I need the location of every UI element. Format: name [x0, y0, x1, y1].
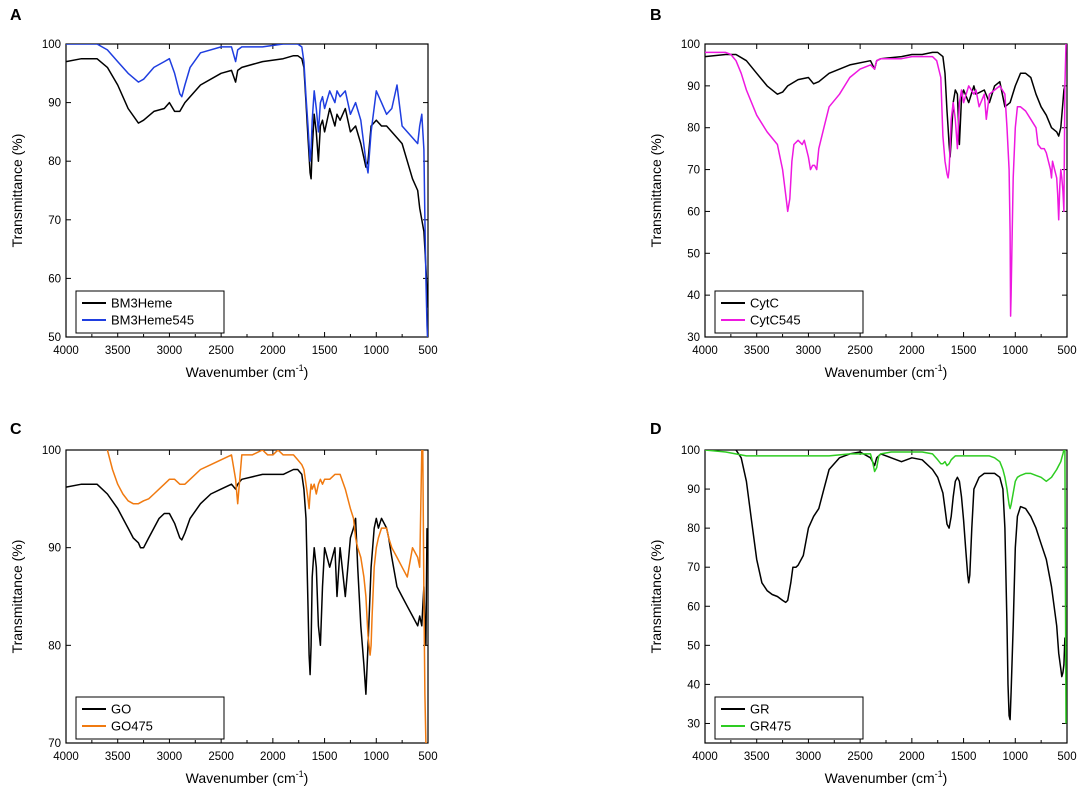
- y-tick-label: 80: [687, 523, 700, 535]
- y-tick-label: 50: [687, 248, 700, 260]
- x-tick-label: 2500: [208, 345, 234, 357]
- legend-label: CytC: [750, 296, 779, 311]
- x-tick-label: 3000: [157, 345, 183, 357]
- y-tick-label: 80: [48, 640, 61, 652]
- x-tick-label: 3500: [744, 345, 770, 357]
- x-tick-label: 2000: [260, 751, 286, 763]
- legend-label: GO475: [111, 719, 153, 734]
- legend-label: GR475: [750, 719, 791, 734]
- y-tick-label: 100: [42, 39, 61, 51]
- legend-box: [714, 696, 864, 740]
- x-tick-label: 500: [418, 751, 437, 763]
- y-axis-label: Transmittance (%): [648, 134, 664, 248]
- x-tick-label: 2000: [260, 345, 286, 357]
- series-line-GO475: [106, 450, 427, 743]
- legend: CytC CytC545: [714, 290, 864, 334]
- y-axis-label: Transmittance (%): [648, 540, 664, 654]
- y-axis-label: Transmittance (%): [9, 134, 25, 248]
- x-axis-label: Wavenumber (cm-1): [186, 769, 309, 786]
- legend-box: [75, 696, 225, 740]
- y-tick-label: 50: [48, 332, 61, 344]
- x-tick-label: 500: [418, 345, 437, 357]
- x-tick-label: 2500: [847, 751, 873, 763]
- y-tick-label: 40: [687, 679, 700, 691]
- panel-label: C: [10, 421, 22, 438]
- y-tick-label: 30: [687, 718, 700, 730]
- y-tick-label: 70: [48, 738, 61, 750]
- legend-label: BM3Heme: [111, 296, 172, 311]
- x-tick-label: 3500: [105, 345, 131, 357]
- panel-label: B: [650, 7, 662, 24]
- y-tick-label: 60: [687, 206, 700, 218]
- legend: GR GR475: [714, 696, 864, 740]
- y-tick-label: 80: [48, 156, 61, 168]
- y-tick-label: 70: [687, 165, 700, 177]
- x-tick-label: 1000: [1002, 345, 1028, 357]
- series-line-BM3Heme545: [66, 44, 428, 337]
- x-axis-label: Wavenumber (cm-1): [825, 769, 948, 786]
- x-tick-label: 4000: [53, 345, 79, 357]
- panel-label: A: [10, 7, 22, 24]
- y-tick-label: 40: [687, 290, 700, 302]
- x-tick-label: 4000: [53, 751, 79, 763]
- x-tick-label: 3000: [796, 345, 822, 357]
- y-tick-label: 90: [48, 543, 61, 555]
- series-line-CytC545: [705, 44, 1067, 317]
- y-tick-label: 60: [48, 273, 61, 285]
- legend-box: [75, 290, 225, 334]
- y-axis-label: Transmittance (%): [9, 540, 25, 654]
- x-tick-label: 2500: [208, 751, 234, 763]
- panel-label: D: [650, 421, 662, 438]
- x-tick-label: 1500: [312, 751, 338, 763]
- y-tick-label: 90: [48, 98, 61, 110]
- x-tick-label: 3000: [157, 751, 183, 763]
- x-tick-label: 3000: [796, 751, 822, 763]
- y-tick-label: 50: [687, 640, 700, 652]
- x-tick-label: 1500: [951, 345, 977, 357]
- y-tick-label: 100: [681, 445, 700, 457]
- legend-label: CytC545: [750, 313, 801, 328]
- legend-box: [714, 290, 864, 334]
- x-tick-label: 500: [1057, 751, 1076, 763]
- y-tick-label: 80: [687, 123, 700, 135]
- series-line-GR475: [705, 450, 1067, 724]
- chart-panel-D: D 4000 3500 3000 2500 2000 1500 1000 500 30 40 50 60…: [648, 421, 1077, 786]
- x-tick-label: 2000: [899, 345, 925, 357]
- chart-panel-C: C 4000 3500 3000 2500 2000 1500 1000 500 70 80 90 10…: [9, 421, 438, 786]
- x-axis-label: Wavenumber (cm-1): [825, 363, 948, 380]
- series-line-BM3Heme: [66, 54, 428, 308]
- x-tick-label: 2000: [899, 751, 925, 763]
- y-tick-label: 90: [687, 484, 700, 496]
- x-tick-label: 1500: [951, 751, 977, 763]
- y-tick-label: 30: [687, 332, 700, 344]
- x-tick-label: 4000: [692, 751, 718, 763]
- y-tick-label: 100: [42, 445, 61, 457]
- series-line-CytC: [705, 51, 1066, 158]
- y-tick-label: 70: [687, 562, 700, 574]
- chart-panel-B: B 4000 3500 3000 2500 2000 1500 1000 500 30 40 50 60…: [648, 7, 1077, 380]
- x-tick-label: 4000: [692, 345, 718, 357]
- y-tick-label: 60: [687, 601, 700, 613]
- legend: GO GO475: [75, 696, 225, 740]
- x-tick-label: 2500: [847, 345, 873, 357]
- legend-label: BM3Heme545: [111, 313, 194, 328]
- x-axis-label: Wavenumber (cm-1): [186, 363, 309, 380]
- legend-label: GR: [750, 702, 770, 717]
- x-tick-label: 500: [1057, 345, 1076, 357]
- y-tick-label: 90: [687, 81, 700, 93]
- x-tick-label: 3500: [744, 751, 770, 763]
- series-line-GR: [735, 450, 1066, 721]
- legend-label: GO: [111, 702, 131, 717]
- chart-panel-A: A 4000 3500 3000 2500 2000 1500 1000 500 50 60 70 80…: [9, 7, 438, 380]
- x-tick-label: 1000: [363, 751, 389, 763]
- x-tick-label: 1000: [363, 345, 389, 357]
- x-tick-label: 3500: [105, 751, 131, 763]
- x-tick-label: 1500: [312, 345, 338, 357]
- legend: BM3Heme BM3Heme545: [75, 290, 225, 334]
- x-tick-label: 1000: [1002, 751, 1028, 763]
- y-tick-label: 70: [48, 215, 61, 227]
- y-tick-label: 100: [681, 39, 700, 51]
